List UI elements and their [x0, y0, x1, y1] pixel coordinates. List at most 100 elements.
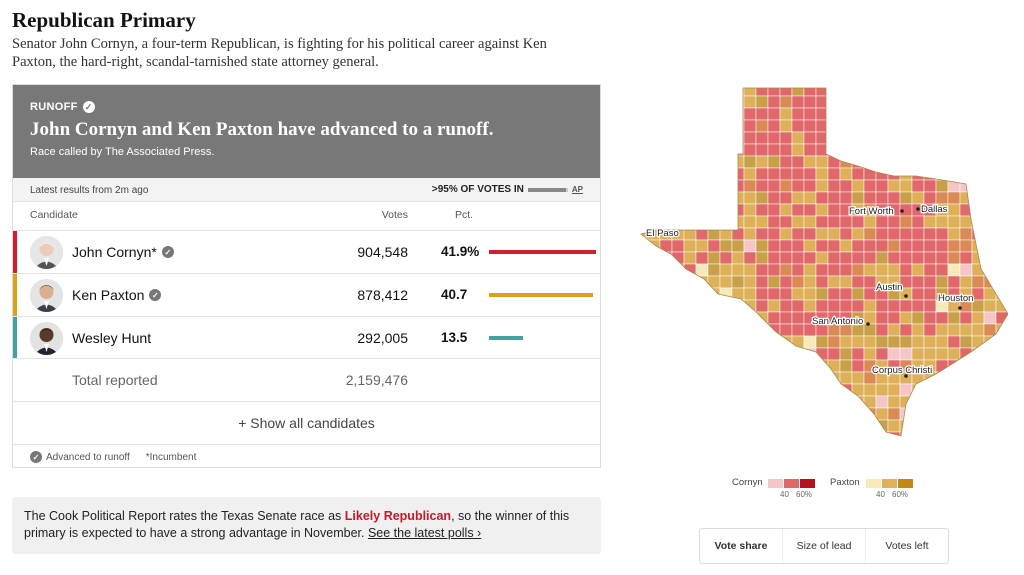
- county-cell[interactable]: [971, 167, 985, 181]
- county-cell[interactable]: [803, 419, 817, 433]
- county-cell[interactable]: [911, 347, 925, 361]
- county-cell[interactable]: [683, 251, 697, 265]
- county-cell[interactable]: [695, 383, 709, 397]
- county-cell[interactable]: [707, 347, 721, 361]
- county-cell[interactable]: [815, 407, 829, 421]
- county-cell[interactable]: [983, 155, 997, 169]
- county-cell[interactable]: [683, 239, 697, 253]
- county-cell[interactable]: [875, 383, 889, 397]
- county-cell[interactable]: [803, 155, 817, 169]
- county-cell[interactable]: [779, 263, 793, 277]
- county-cell[interactable]: [719, 107, 733, 121]
- county-cell[interactable]: [875, 191, 889, 205]
- county-cell[interactable]: [983, 191, 997, 205]
- county-cell[interactable]: [779, 167, 793, 181]
- county-cell[interactable]: [827, 359, 841, 373]
- county-cell[interactable]: [887, 227, 901, 241]
- county-cell[interactable]: [803, 371, 817, 385]
- county-cell[interactable]: [983, 275, 997, 289]
- county-cell[interactable]: [755, 371, 769, 385]
- county-cell[interactable]: [779, 215, 793, 229]
- county-cell[interactable]: [839, 167, 853, 181]
- county-cell[interactable]: [719, 167, 733, 181]
- county-cell[interactable]: [911, 395, 925, 409]
- county-cell[interactable]: [659, 239, 673, 253]
- county-cell[interactable]: [707, 119, 721, 133]
- county-cell[interactable]: [659, 407, 673, 421]
- county-cell[interactable]: [755, 323, 769, 337]
- county-cell[interactable]: [935, 275, 949, 289]
- county-cell[interactable]: [839, 287, 853, 301]
- county-cell[interactable]: [659, 107, 673, 121]
- county-cell[interactable]: [803, 131, 817, 145]
- county-cell[interactable]: [707, 143, 721, 157]
- county-cell[interactable]: [636, 431, 649, 444]
- county-cell[interactable]: [851, 359, 865, 373]
- county-cell[interactable]: [659, 383, 673, 397]
- county-cell[interactable]: [671, 119, 685, 133]
- county-cell[interactable]: [636, 275, 649, 289]
- county-cell[interactable]: [671, 191, 685, 205]
- county-cell[interactable]: [899, 107, 913, 121]
- county-cell[interactable]: [707, 155, 721, 169]
- county-cell[interactable]: [923, 299, 937, 313]
- county-cell[interactable]: [923, 407, 937, 421]
- county-cell[interactable]: [767, 287, 781, 301]
- county-cell[interactable]: [947, 383, 961, 397]
- county-cell[interactable]: [851, 167, 865, 181]
- show-all-candidates-button[interactable]: + Show all candidates: [13, 401, 600, 444]
- county-cell[interactable]: [743, 107, 757, 121]
- county-cell[interactable]: [707, 371, 721, 385]
- county-cell[interactable]: [695, 239, 709, 253]
- county-cell[interactable]: [983, 215, 997, 229]
- county-cell[interactable]: [887, 143, 901, 157]
- county-cell[interactable]: [827, 167, 841, 181]
- county-cell[interactable]: [995, 407, 1008, 421]
- county-cell[interactable]: [683, 107, 697, 121]
- county-cell[interactable]: [755, 215, 769, 229]
- county-cell[interactable]: [647, 287, 661, 301]
- county-cell[interactable]: [695, 347, 709, 361]
- county-cell[interactable]: [636, 311, 649, 325]
- county-cell[interactable]: [767, 203, 781, 217]
- county-cell[interactable]: [779, 251, 793, 265]
- county-cell[interactable]: [983, 359, 997, 373]
- county-cell[interactable]: [755, 155, 769, 169]
- county-cell[interactable]: [935, 431, 949, 444]
- county-cell[interactable]: [659, 203, 673, 217]
- county-cell[interactable]: [935, 419, 949, 433]
- county-cell[interactable]: [887, 335, 901, 349]
- county-cell[interactable]: [875, 431, 889, 444]
- county-cell[interactable]: [839, 419, 853, 433]
- county-cell[interactable]: [935, 215, 949, 229]
- county-cell[interactable]: [899, 323, 913, 337]
- county-cell[interactable]: [995, 84, 1008, 97]
- county-cell[interactable]: [779, 311, 793, 325]
- county-cell[interactable]: [815, 419, 829, 433]
- county-cell[interactable]: [935, 395, 949, 409]
- county-cell[interactable]: [767, 227, 781, 241]
- county-cell[interactable]: [767, 263, 781, 277]
- county-cell[interactable]: [947, 227, 961, 241]
- county-cell[interactable]: [983, 179, 997, 193]
- county-cell[interactable]: [947, 419, 961, 433]
- county-cell[interactable]: [875, 347, 889, 361]
- county-cell[interactable]: [803, 227, 817, 241]
- county-cell[interactable]: [767, 275, 781, 289]
- county-cell[interactable]: [731, 431, 745, 444]
- county-cell[interactable]: [707, 215, 721, 229]
- county-cell[interactable]: [767, 119, 781, 133]
- county-cell[interactable]: [731, 263, 745, 277]
- county-cell[interactable]: [671, 155, 685, 169]
- county-cell[interactable]: [683, 143, 697, 157]
- county-cell[interactable]: [755, 251, 769, 265]
- county-cell[interactable]: [731, 299, 745, 313]
- county-cell[interactable]: [719, 287, 733, 301]
- county-cell[interactable]: [732, 444, 744, 446]
- county-cell[interactable]: [695, 311, 709, 325]
- county-cell[interactable]: [695, 299, 709, 313]
- county-cell[interactable]: [887, 179, 901, 193]
- county-cell[interactable]: [719, 95, 733, 109]
- county-cell[interactable]: [911, 143, 925, 157]
- county-cell[interactable]: [888, 444, 900, 446]
